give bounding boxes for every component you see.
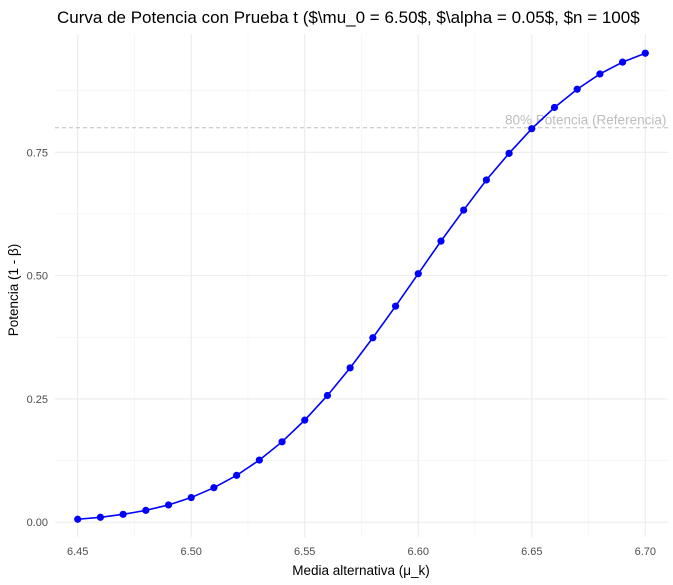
y-tick-label: 0.75 [27,147,48,159]
x-tick-label: 6.45 [67,546,88,558]
y-axis-ticks: 0.00 0.25 0.50 0.75 [27,147,48,529]
data-point [346,364,354,372]
data-point [323,391,332,400]
x-axis-title: Media alternativa (μ_k) [292,563,430,578]
data-point [164,501,173,509]
data-point [187,493,195,502]
data-point [618,58,627,66]
grid [55,34,668,537]
y-tick-label: 0.00 [27,517,48,529]
data-point [278,438,286,446]
y-tick-label: 0.50 [27,271,48,283]
data-point [437,237,445,245]
data-point [460,206,468,214]
x-tick-label: 6.50 [181,546,202,558]
data-point [210,484,218,492]
data-point [96,513,105,521]
data-point [142,506,150,514]
data-point [505,149,513,157]
y-axis-title: Potencia (1 - β) [6,244,21,337]
series-group [74,49,649,523]
series-line [77,52,646,521]
data-point [482,176,490,184]
x-tick-label: 6.55 [294,546,315,558]
data-point [528,125,536,133]
data-point [74,515,82,523]
data-point [573,85,581,93]
data-point [641,49,649,57]
x-tick-label: 6.65 [521,546,542,558]
x-tick-label: 6.70 [635,546,656,558]
x-axis-ticks: 6.45 6.50 6.55 6.60 6.65 6.70 [67,546,656,558]
data-point [391,302,400,310]
reference-line-label: 80% Potencia (Referencia) [505,113,666,128]
data-point [369,334,377,342]
data-point [119,510,127,518]
data-point [301,416,309,424]
y-tick-label: 0.25 [27,394,48,406]
chart-title: Curva de Potencia con Prueba t ($\mu_0 =… [57,8,640,27]
data-point [233,471,241,479]
x-tick-label: 6.60 [408,546,429,558]
data-point [255,456,263,464]
data-point [414,270,422,278]
data-point [596,70,604,78]
data-point [550,103,559,112]
